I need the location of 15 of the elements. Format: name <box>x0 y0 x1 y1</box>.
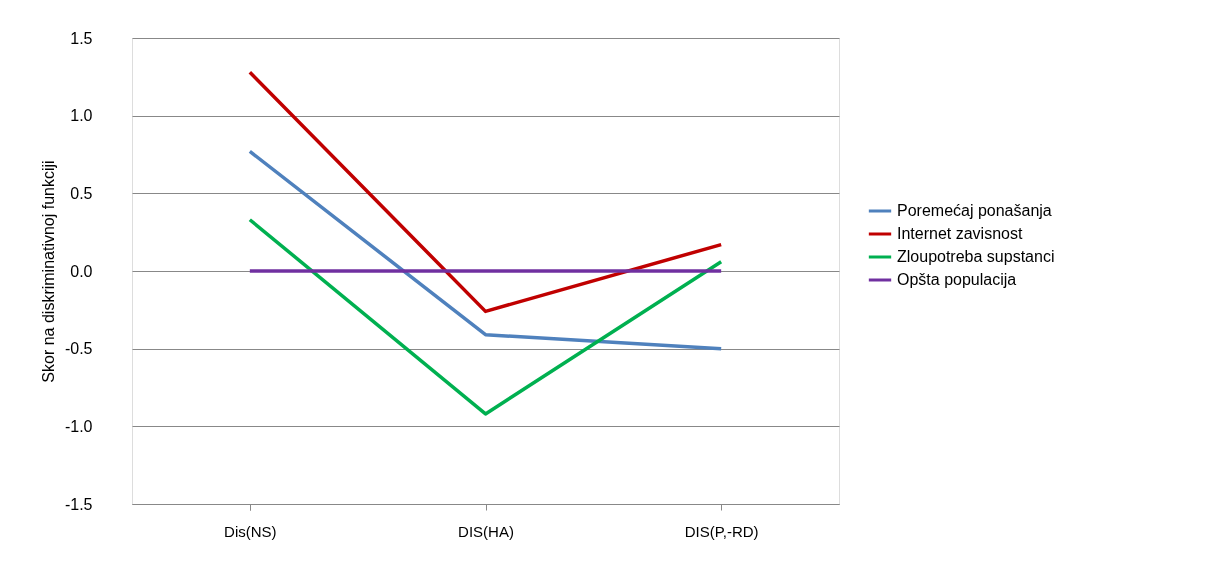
legend-label: Poremećaj ponašanja <box>897 202 1052 219</box>
x-tick-label: Dis(NS) <box>224 522 277 540</box>
legend-label: Zloupotreba supstanci <box>897 248 1055 265</box>
y-tick-label: 0.0 <box>70 262 93 280</box>
y-tick-label: -1.5 <box>64 495 93 513</box>
y-tick-label: -1.0 <box>64 417 93 435</box>
x-tick-label: DIS(HA) <box>458 522 514 540</box>
y-tick-label: 1.0 <box>70 107 93 125</box>
y-tick-label: 0.5 <box>70 184 93 202</box>
x-tick-label: DIS(P,-RD) <box>684 522 759 540</box>
y-axis-title: Skor na diskriminativnoj funkciji <box>39 160 57 383</box>
y-tick-label: 1.5 <box>70 29 93 47</box>
legend-label: Internet zavisnost <box>897 225 1023 242</box>
y-tick-label: -0.5 <box>64 340 93 358</box>
legend-label: Opšta populacija <box>897 271 1017 288</box>
